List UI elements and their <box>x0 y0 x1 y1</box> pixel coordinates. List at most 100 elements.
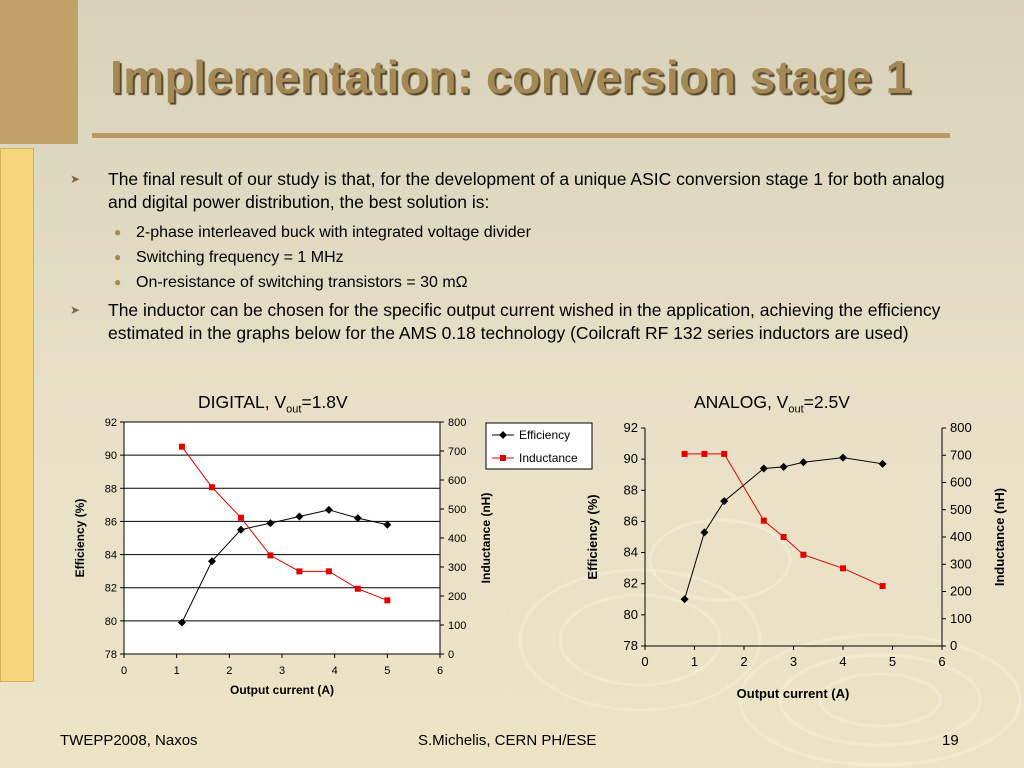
y-tick-label: 80 <box>105 616 117 628</box>
y2-tick-label: 200 <box>950 584 972 599</box>
bullet-item: ➤ The inductor can be chosen for the spe… <box>70 299 960 345</box>
y2-tick-label: 500 <box>448 504 466 516</box>
analog-title-subscript: out <box>788 403 804 416</box>
dot-bullet-icon: ● <box>114 250 122 264</box>
inductance-point <box>325 568 332 575</box>
x-tick-label: 0 <box>121 665 127 677</box>
inductance-point <box>384 597 391 604</box>
series-line-inductance <box>181 446 388 601</box>
digital-chart-title: DIGITAL, Vout=1.8V <box>198 392 348 416</box>
efficiency-point <box>324 505 333 514</box>
y-tick-label: 86 <box>105 516 117 528</box>
y-tick-label: 80 <box>624 607 638 622</box>
inductance-point <box>178 443 185 450</box>
arrow-bullet-icon: ➤ <box>70 303 81 317</box>
x-tick-label: 3 <box>279 665 285 677</box>
slide-content: ➤ The final result of our study is that,… <box>70 168 960 351</box>
y-tick-label: 92 <box>624 420 638 435</box>
y2-axis-label: Inductance (nH) <box>479 493 493 584</box>
x-tick-label: 2 <box>740 654 747 669</box>
y2-tick-label: 500 <box>950 502 972 517</box>
plot-area <box>645 428 942 646</box>
y2-tick-label: 100 <box>950 611 972 626</box>
series-line-efficiency <box>181 509 388 623</box>
y2-axis-label: Inductance (nH) <box>992 488 1007 586</box>
y-tick-label: 92 <box>105 417 117 429</box>
analog-chart-title: ANALOG, Vout=2.5V <box>694 392 850 416</box>
efficiency-point <box>207 557 216 566</box>
inductance-point <box>721 450 728 457</box>
y2-tick-label: 600 <box>448 475 466 487</box>
series-line-inductance <box>684 453 883 587</box>
x-tick-label: 3 <box>790 654 797 669</box>
x-tick-label: 6 <box>437 665 443 677</box>
legend-label: Efficiency <box>519 428 570 442</box>
sub-bullet-item: ● On-resistance of switching transistors… <box>108 270 960 295</box>
efficiency-point <box>878 459 887 468</box>
y2-tick-label: 400 <box>448 533 466 545</box>
y2-tick-label: 0 <box>950 638 957 653</box>
inductance-point <box>237 514 244 521</box>
efficiency-point <box>236 525 245 534</box>
x-tick-label: 5 <box>889 654 896 669</box>
x-axis-label: Output current (A) <box>230 683 334 697</box>
y-tick-label: 88 <box>105 483 117 495</box>
y-tick-label: 86 <box>624 513 638 528</box>
sub-bullet-text: 2-phase interleaved buck with integrated… <box>136 224 531 241</box>
inductance-point <box>681 450 688 457</box>
bullet-item: ➤ The final result of our study is that,… <box>70 168 960 214</box>
sub-bullet-text: Switching frequency = 1 MHz <box>136 249 344 266</box>
sub-bullet-item: ● Switching frequency = 1 MHz <box>108 245 960 270</box>
inductance-point <box>780 534 787 540</box>
efficiency-point <box>295 512 304 521</box>
efficiency-point <box>779 462 788 471</box>
efficiency-point <box>383 520 392 529</box>
y2-tick-label: 600 <box>950 475 972 490</box>
efficiency-point <box>839 453 847 462</box>
x-tick-label: 0 <box>641 654 648 669</box>
arrow-bullet-icon: ➤ <box>70 172 81 186</box>
y-tick-label: 78 <box>105 649 117 661</box>
y2-tick-label: 300 <box>950 556 972 571</box>
y2-tick-label: 400 <box>950 529 972 544</box>
inductance-point <box>879 583 886 590</box>
inductance-point <box>296 568 303 575</box>
footer-author: S.Michelis, CERN PH/ESE <box>418 732 597 749</box>
y2-tick-label: 800 <box>448 417 466 429</box>
inductance-point <box>267 552 274 559</box>
legend-marker <box>500 455 506 461</box>
legend-label: Inductance <box>519 451 578 465</box>
x-tick-label: 2 <box>226 665 232 677</box>
y-tick-label: 88 <box>624 482 638 497</box>
efficiency-point <box>799 458 808 467</box>
y-axis-label: Efficiency (%) <box>585 494 600 579</box>
y2-tick-label: 100 <box>448 620 466 632</box>
y-tick-label: 84 <box>624 545 638 560</box>
inductance-point <box>208 484 215 491</box>
legend-box <box>485 422 593 470</box>
sub-bullet-text: On-resistance of switching transistors =… <box>136 274 468 291</box>
efficiency-point <box>700 528 709 537</box>
efficiency-point <box>266 519 275 528</box>
analog-title-tail: =2.5V <box>803 392 850 412</box>
y2-tick-label: 800 <box>950 420 972 435</box>
bullet-text: The final result of our study is that, f… <box>108 169 945 212</box>
x-tick-label: 4 <box>332 665 338 677</box>
x-axis-label: Output current (A) <box>737 686 850 701</box>
y-tick-label: 84 <box>105 550 117 562</box>
x-tick-label: 6 <box>938 654 945 669</box>
slide-title: Implementation: conversion stage 1 <box>110 51 912 103</box>
y2-tick-label: 200 <box>448 591 466 603</box>
y2-tick-label: 0 <box>448 649 454 661</box>
efficiency-point <box>759 464 768 473</box>
plot-area <box>124 422 440 654</box>
digital-title-tail: =1.8V <box>301 392 348 412</box>
sub-bullet-item: ● 2-phase interleaved buck with integrat… <box>108 220 960 245</box>
y-tick-label: 82 <box>105 583 117 595</box>
analog-title-main: ANALOG, V <box>694 392 789 412</box>
page-number: 19 <box>942 732 959 749</box>
efficiency-point <box>353 514 362 523</box>
